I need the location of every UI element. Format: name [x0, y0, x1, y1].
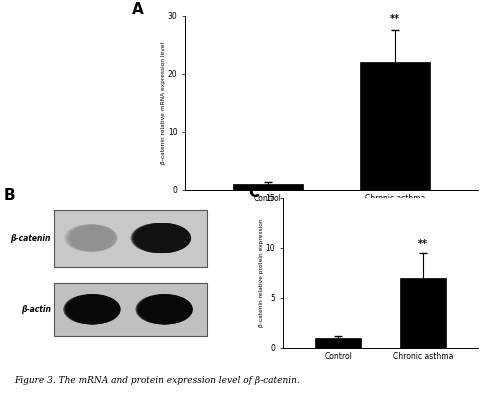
Ellipse shape [137, 294, 189, 324]
Ellipse shape [63, 294, 116, 324]
Text: β-actin: β-actin [21, 305, 51, 314]
Ellipse shape [136, 294, 188, 324]
Text: B: B [4, 188, 15, 203]
Bar [233, 184, 303, 190]
Text: **: ** [390, 15, 400, 24]
Text: β-catenin: β-catenin [10, 233, 51, 243]
Bar [55, 209, 207, 267]
Y-axis label: β-catenin relative protein expression: β-catenin relative protein expression [259, 218, 264, 327]
Ellipse shape [67, 294, 119, 324]
Ellipse shape [71, 224, 117, 252]
Ellipse shape [132, 223, 186, 253]
Ellipse shape [137, 223, 191, 253]
Bar [360, 62, 430, 190]
Text: Figure 3. The mRNA and protein expression level of β-catenin.: Figure 3. The mRNA and protein expressio… [14, 376, 300, 385]
Y-axis label: β-catenin relative mRNA expression level: β-catenin relative mRNA expression level [161, 41, 166, 164]
Ellipse shape [64, 224, 111, 252]
Ellipse shape [135, 223, 190, 253]
Bar [55, 283, 207, 336]
Text: C: C [248, 186, 259, 201]
Text: A: A [132, 2, 144, 17]
Ellipse shape [66, 224, 113, 252]
Ellipse shape [139, 294, 192, 324]
Ellipse shape [134, 223, 189, 253]
Ellipse shape [67, 224, 114, 252]
Ellipse shape [69, 224, 116, 252]
Ellipse shape [130, 223, 185, 253]
Bar [399, 278, 446, 348]
Text: **: ** [418, 239, 428, 248]
Ellipse shape [138, 294, 191, 324]
Bar [315, 338, 361, 348]
Ellipse shape [64, 294, 117, 324]
Ellipse shape [140, 294, 193, 324]
Ellipse shape [66, 294, 118, 324]
Ellipse shape [133, 223, 187, 253]
Ellipse shape [68, 294, 121, 324]
